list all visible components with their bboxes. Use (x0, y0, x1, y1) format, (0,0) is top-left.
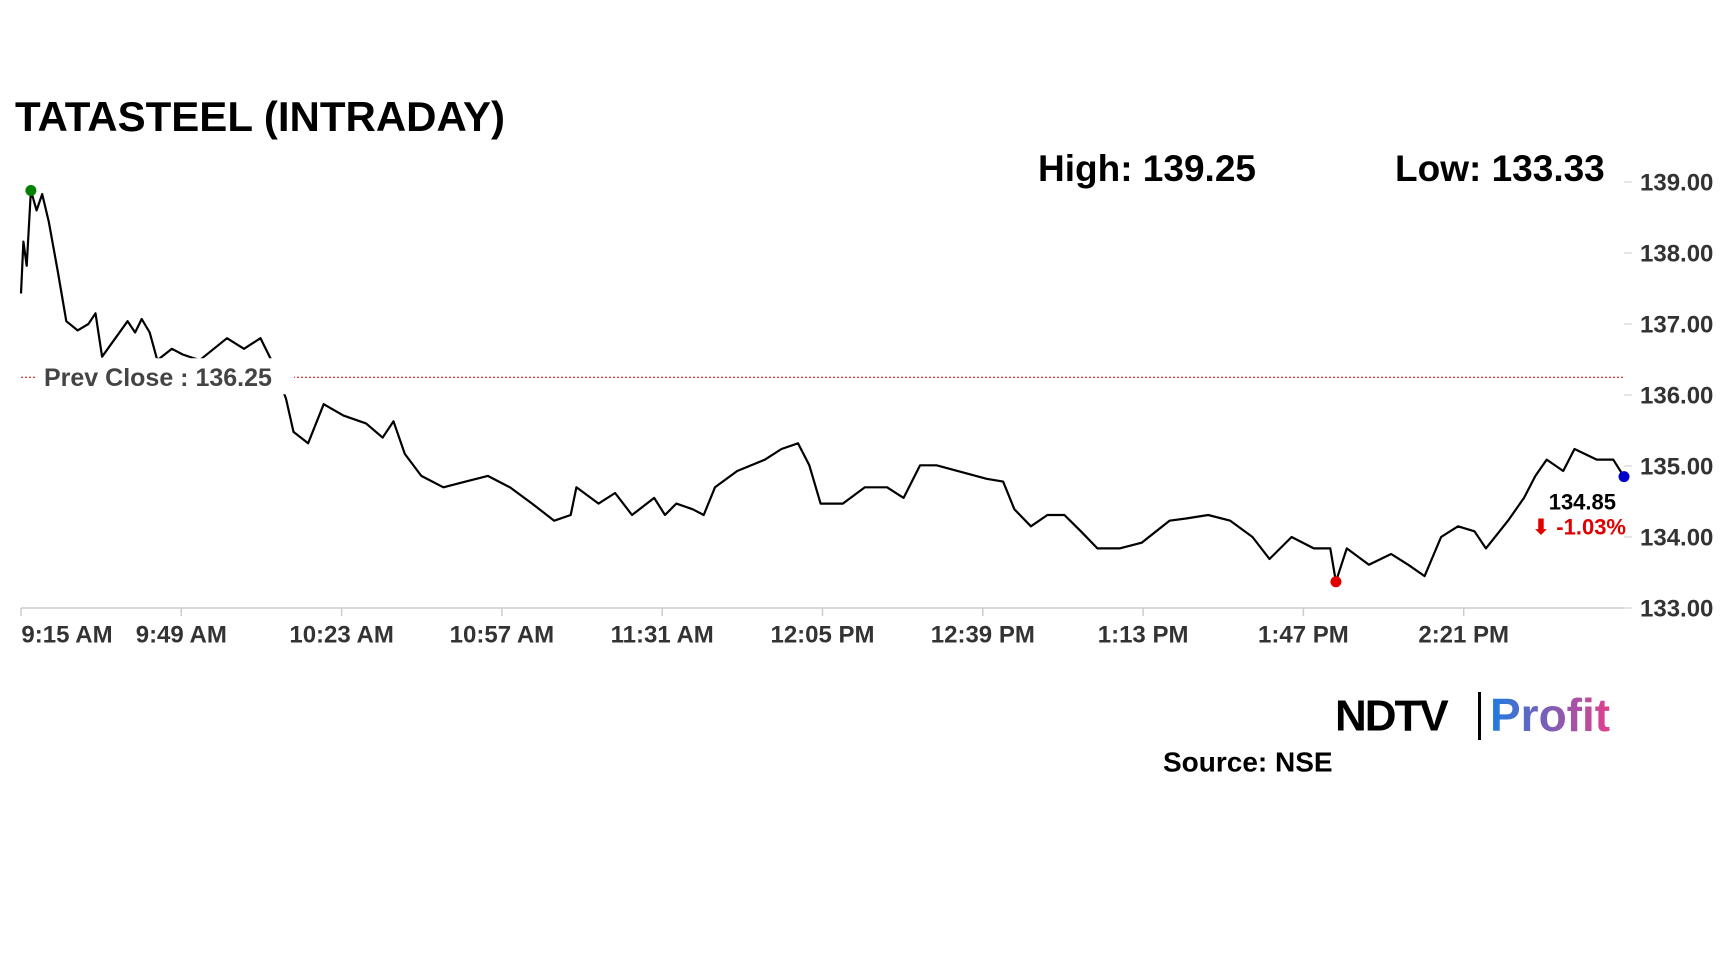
y-tick-label: 139.00 (1640, 169, 1713, 196)
change-label: ⬇ -1.03% (1532, 514, 1626, 539)
logo-divider (1478, 692, 1481, 740)
x-tick-label: 9:49 AM (136, 621, 227, 648)
high-label: High: 139.25 (1038, 148, 1256, 189)
chart-title: TATASTEEL (INTRADAY) (15, 93, 505, 140)
y-tick-label: 136.00 (1640, 382, 1713, 409)
x-tick-label: 10:57 AM (450, 621, 554, 648)
y-tick-label: 138.00 (1640, 240, 1713, 267)
x-tick-label: 11:31 AM (611, 621, 714, 648)
logo-profit: Profit (1490, 689, 1610, 741)
low-label: Low: 133.33 (1395, 148, 1605, 189)
y-tick-label: 135.00 (1640, 453, 1713, 480)
source: Source: NSE (1163, 746, 1333, 777)
y-tick-label: 133.00 (1640, 595, 1713, 622)
last-value-label: 134.85 (1549, 489, 1616, 514)
high-dot (25, 185, 37, 197)
x-tick-label: 10:23 AM (289, 621, 393, 648)
x-tick-label: 12:05 PM (770, 621, 874, 648)
y-tick-label: 134.00 (1640, 524, 1713, 551)
y-tick-label: 137.00 (1640, 311, 1713, 338)
x-tick-label: 2:21 PM (1418, 621, 1509, 648)
x-tick-label: 9:15 AM (21, 621, 112, 648)
x-tick-label: 1:47 PM (1258, 621, 1349, 648)
logo-ndtv: NDTV (1335, 692, 1449, 741)
low-dot (1330, 576, 1342, 588)
x-tick-label: 1:13 PM (1098, 621, 1189, 648)
last-dot (1618, 471, 1630, 483)
x-tick-label: 12:39 PM (931, 621, 1035, 648)
plot-area: 133.00 134.00 135.00 136.00 137.00 138.00 139.… (19, 169, 1713, 648)
price-line (19, 189, 1625, 583)
prev-close-label: Prev Close : 136.25 (44, 364, 272, 392)
prev-close-bg (36, 358, 294, 395)
